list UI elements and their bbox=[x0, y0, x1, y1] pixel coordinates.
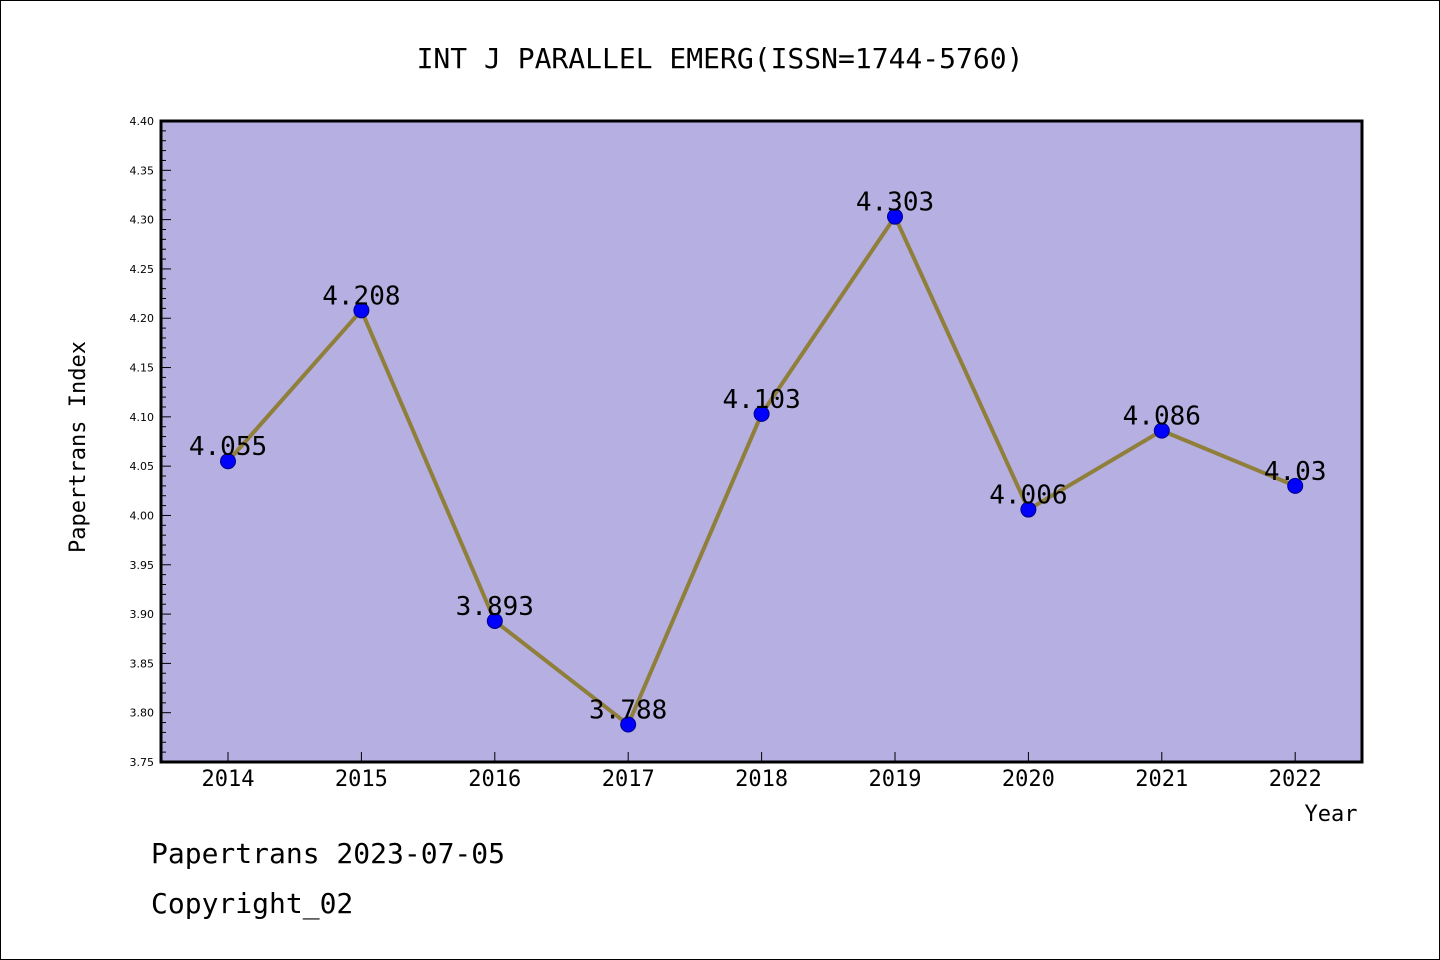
data-point-marker bbox=[753, 405, 770, 422]
y-tick-label: 4.10 bbox=[130, 411, 155, 424]
x-axis-label: Year bbox=[1305, 802, 1358, 827]
plot-background bbox=[161, 121, 1362, 762]
data-point-marker bbox=[1287, 477, 1304, 494]
x-tick-label: 2022 bbox=[1269, 767, 1322, 792]
y-tick-label: 4.35 bbox=[130, 164, 155, 177]
footer-copyright-text: Copyright_02 bbox=[151, 887, 354, 920]
y-tick-label: 4.00 bbox=[130, 509, 155, 522]
data-point-marker bbox=[353, 302, 370, 319]
footer-date-text: Papertrans 2023-07-05 bbox=[151, 837, 506, 870]
y-tick-label: 4.30 bbox=[130, 214, 155, 227]
x-tick-label: 2016 bbox=[468, 767, 521, 792]
x-tick-label: 2021 bbox=[1135, 767, 1188, 792]
x-tick-label: 2014 bbox=[202, 767, 255, 792]
y-tick-label: 3.80 bbox=[130, 707, 155, 720]
data-label: 4.006 bbox=[989, 481, 1067, 511]
data-label: 4.055 bbox=[189, 432, 267, 462]
plot-frame bbox=[159, 119, 1364, 764]
x-tick-label: 2017 bbox=[602, 767, 655, 792]
chart-title: INT J PARALLEL EMERG(ISSN=1744-5760) bbox=[417, 42, 1024, 75]
data-point-marker bbox=[887, 208, 903, 225]
data-point-marker bbox=[620, 716, 637, 733]
x-tick-label: 2020 bbox=[1002, 767, 1055, 792]
x-tick-label: 2018 bbox=[735, 767, 788, 792]
x-tick-label: 2015 bbox=[335, 767, 388, 792]
y-tick-label: 4.25 bbox=[130, 263, 155, 276]
data-label: 4.03 bbox=[1264, 457, 1327, 487]
data-label: 4.303 bbox=[856, 188, 934, 218]
x-tick-label: 2019 bbox=[869, 767, 922, 792]
data-label: 4.208 bbox=[322, 281, 400, 311]
data-point-marker bbox=[1020, 501, 1037, 518]
y-tick-label: 4.05 bbox=[130, 460, 155, 473]
y-tick-label: 3.85 bbox=[130, 657, 155, 670]
y-tick-label: 3.95 bbox=[130, 559, 155, 572]
y-axis-label: Papertrans Index bbox=[66, 341, 91, 553]
data-label: 4.086 bbox=[1123, 402, 1201, 432]
y-tick-label: 4.40 bbox=[130, 115, 155, 128]
y-tick-label: 3.90 bbox=[130, 608, 155, 621]
data-point-marker bbox=[486, 612, 503, 629]
plot-area: 3.75 3.80 3.85 3.90 3.95 4.00 4.05 4.10 4.15 4.20… bbox=[130, 115, 1364, 792]
data-point-marker bbox=[220, 453, 236, 470]
y-tick-label: 4.15 bbox=[130, 362, 155, 375]
data-label: 3.893 bbox=[456, 592, 534, 622]
data-point-marker bbox=[1153, 422, 1170, 439]
y-tick-label: 4.20 bbox=[130, 312, 155, 325]
y-tick-label: 3.75 bbox=[130, 756, 155, 769]
data-label: 4.103 bbox=[722, 385, 800, 415]
data-label: 3.788 bbox=[589, 696, 667, 726]
